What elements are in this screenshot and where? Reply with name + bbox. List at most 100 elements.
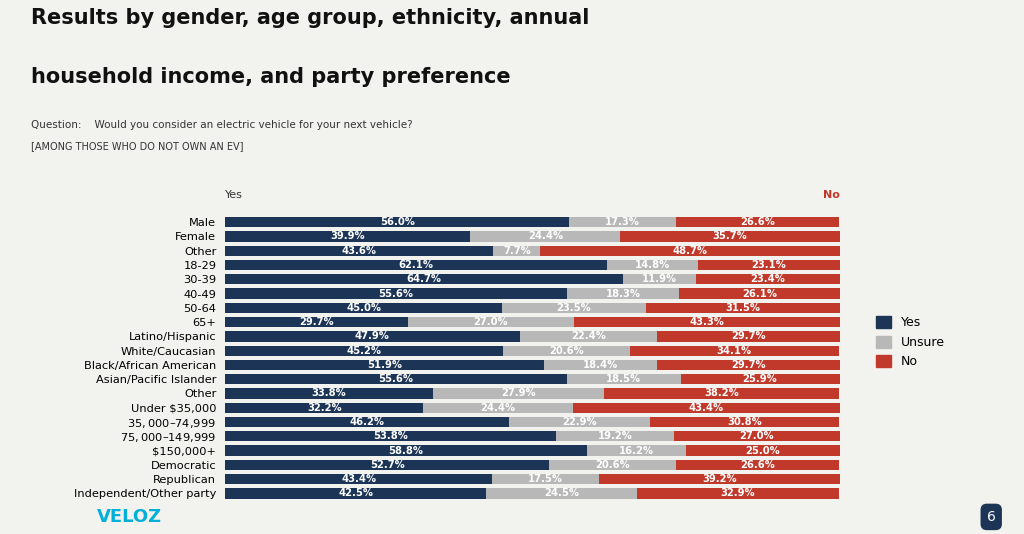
Text: 55.6%: 55.6% (379, 374, 414, 384)
Text: 39.9%: 39.9% (331, 231, 366, 241)
Bar (681, 374, 840, 384)
Text: 62.1%: 62.1% (398, 260, 433, 270)
Bar (225, 431, 556, 442)
Bar (225, 288, 567, 299)
Text: 30.8%: 30.8% (727, 417, 762, 427)
Text: 24.5%: 24.5% (544, 489, 580, 498)
Bar (567, 374, 681, 384)
Bar (509, 417, 650, 427)
Text: 35.7%: 35.7% (713, 231, 748, 241)
Text: 25.9%: 25.9% (742, 374, 777, 384)
Text: 47.9%: 47.9% (355, 332, 390, 341)
Text: 18.5%: 18.5% (606, 374, 641, 384)
Text: 42.5%: 42.5% (338, 489, 374, 498)
Text: 26.6%: 26.6% (740, 460, 775, 470)
Bar (225, 331, 519, 342)
Bar (225, 360, 544, 370)
Bar (621, 231, 840, 241)
Text: 46.2%: 46.2% (350, 417, 385, 427)
Text: 56.0%: 56.0% (380, 217, 415, 227)
Text: 39.2%: 39.2% (702, 474, 737, 484)
Bar (470, 231, 621, 241)
Bar (408, 317, 573, 327)
Bar (556, 431, 674, 442)
Bar (573, 317, 840, 327)
Text: 23.1%: 23.1% (752, 260, 786, 270)
Bar (676, 217, 839, 227)
Bar (486, 488, 637, 499)
Bar (696, 274, 840, 285)
Text: 32.2%: 32.2% (307, 403, 342, 413)
Bar (587, 445, 686, 456)
Bar (423, 403, 573, 413)
Bar (503, 345, 630, 356)
Text: 27.9%: 27.9% (502, 388, 536, 398)
Text: 11.9%: 11.9% (642, 274, 677, 284)
Text: 43.4%: 43.4% (689, 403, 724, 413)
Text: household income, and party preference: household income, and party preference (31, 67, 510, 87)
Text: 20.6%: 20.6% (549, 345, 584, 356)
Bar (225, 303, 502, 313)
Text: 22.4%: 22.4% (571, 332, 606, 341)
Text: Results by gender, age group, ethnicity, annual: Results by gender, age group, ethnicity,… (31, 8, 589, 28)
Bar (494, 246, 541, 256)
Bar (225, 417, 509, 427)
Bar (657, 331, 840, 342)
Text: 33.8%: 33.8% (311, 388, 346, 398)
Text: 32.9%: 32.9% (721, 489, 756, 498)
Bar (433, 388, 604, 398)
Text: 29.7%: 29.7% (731, 332, 766, 341)
Bar (604, 388, 839, 398)
Bar (225, 374, 567, 384)
Text: 43.6%: 43.6% (342, 246, 377, 256)
Text: 45.2%: 45.2% (347, 345, 382, 356)
Text: 22.9%: 22.9% (562, 417, 597, 427)
Bar (225, 231, 470, 241)
Bar (541, 246, 840, 256)
Bar (567, 288, 679, 299)
Bar (225, 474, 492, 484)
Bar (225, 317, 408, 327)
Bar (225, 445, 587, 456)
Text: 53.8%: 53.8% (373, 431, 408, 441)
Text: 19.2%: 19.2% (597, 431, 632, 441)
Text: 16.2%: 16.2% (618, 445, 653, 456)
Bar (657, 360, 840, 370)
Bar (697, 260, 840, 270)
Text: 51.9%: 51.9% (368, 360, 402, 370)
Text: 58.8%: 58.8% (388, 445, 423, 456)
Text: 24.4%: 24.4% (480, 403, 516, 413)
Text: 14.8%: 14.8% (635, 260, 670, 270)
Text: 17.5%: 17.5% (528, 474, 563, 484)
Text: Yes: Yes (225, 190, 243, 200)
Bar (676, 460, 839, 470)
Bar (225, 460, 549, 470)
Bar (607, 260, 697, 270)
Bar (544, 360, 657, 370)
Text: 18.3%: 18.3% (605, 288, 641, 299)
Text: 64.7%: 64.7% (407, 274, 441, 284)
Bar (599, 474, 841, 484)
Text: 20.6%: 20.6% (595, 460, 630, 470)
Bar (225, 260, 607, 270)
Bar (686, 445, 840, 456)
Legend: Yes, Unsure, No: Yes, Unsure, No (870, 311, 949, 373)
Bar (502, 303, 646, 313)
Bar (225, 246, 494, 256)
Bar (674, 431, 840, 442)
Text: VELOZ: VELOZ (97, 508, 162, 526)
Bar (225, 388, 433, 398)
Text: 26.1%: 26.1% (742, 288, 777, 299)
Text: 6: 6 (987, 510, 995, 524)
Text: 45.0%: 45.0% (346, 303, 381, 313)
Text: 17.3%: 17.3% (605, 217, 640, 227)
Text: 31.5%: 31.5% (725, 303, 761, 313)
Bar (492, 474, 599, 484)
Bar (225, 217, 569, 227)
Text: 23.5%: 23.5% (557, 303, 591, 313)
Bar (679, 288, 840, 299)
Bar (225, 403, 423, 413)
Bar (519, 331, 657, 342)
Text: No: No (823, 190, 840, 200)
Text: 52.7%: 52.7% (370, 460, 404, 470)
